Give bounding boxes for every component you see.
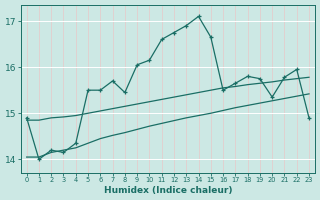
X-axis label: Humidex (Indice chaleur): Humidex (Indice chaleur) xyxy=(104,186,232,195)
